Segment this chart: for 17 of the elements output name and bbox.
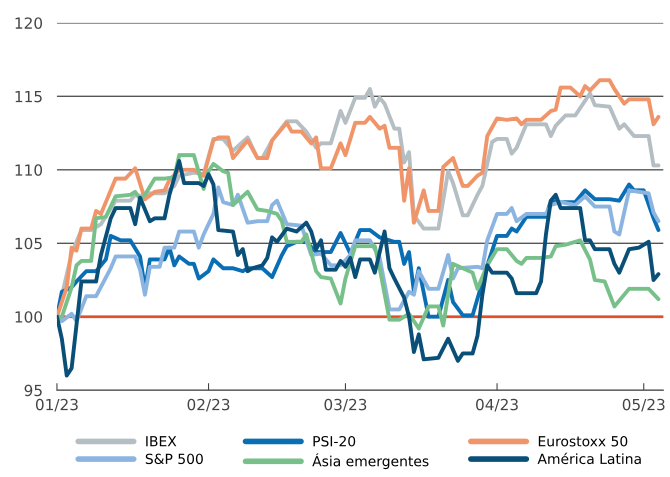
y-tick-label: 120 [16, 17, 42, 29]
legend-label: Eurostoxx 50 [538, 436, 628, 446]
y-tick-label: 100 [16, 311, 42, 323]
legend-label: IBEX [146, 436, 176, 446]
y-tick-label: 95 [24, 384, 42, 396]
x-tick-label: 04/23 [476, 398, 518, 412]
legend-label: América Latina [538, 452, 641, 464]
y-tick-label: 115 [16, 91, 42, 102]
y-tick-label: 110 [16, 164, 42, 176]
x-tick-label: 03/23 [324, 398, 366, 412]
x-tick-label: 02/23 [188, 398, 230, 412]
legend-label: PSI-20 [314, 436, 356, 446]
x-tick-label: 05/23 [622, 398, 665, 412]
y-tick-label: 105 [16, 238, 42, 250]
legend-label: Ásia emergentes [312, 453, 428, 470]
legend-label: S&P 500 [146, 454, 203, 464]
x-tick-label: 01/23 [36, 398, 78, 412]
